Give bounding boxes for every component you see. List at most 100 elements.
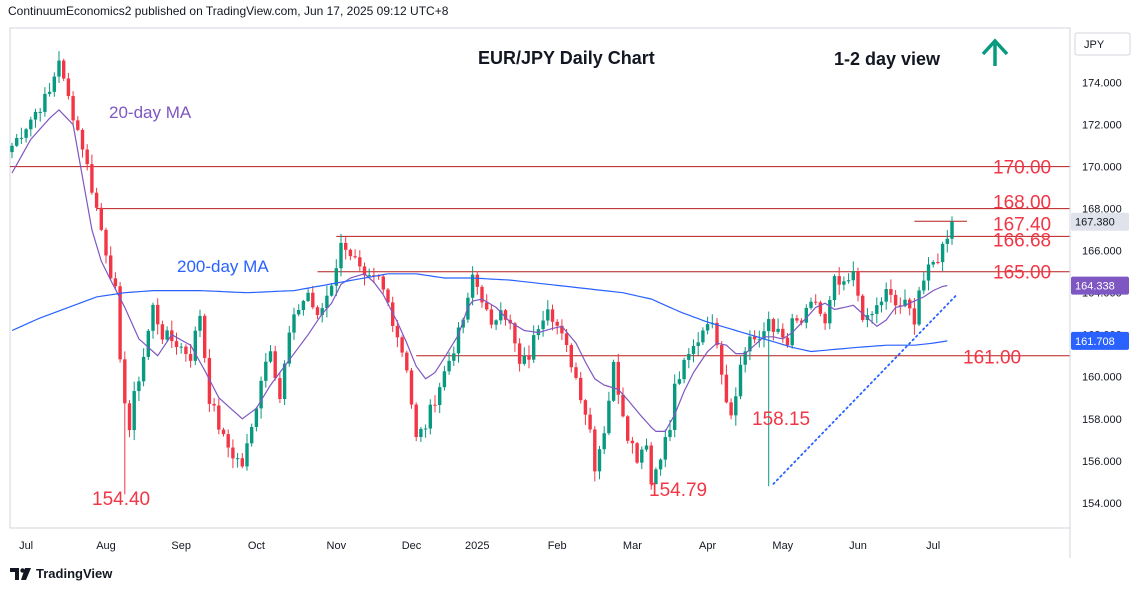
x-tick-label: Mar: [623, 540, 642, 552]
candle-body: [231, 447, 235, 459]
candle-body: [470, 274, 475, 298]
support-trendline: [772, 293, 958, 485]
candle-body: [57, 60, 61, 77]
candle-body: [762, 331, 766, 340]
x-tick-label: Jul: [926, 540, 940, 552]
candle-body: [99, 207, 103, 230]
price-badge-label: 161.708: [1075, 336, 1115, 348]
candle-body: [879, 301, 884, 306]
candle-body: [485, 302, 489, 310]
candle-body: [644, 445, 649, 450]
candle-body: [499, 310, 503, 321]
x-tick-label: Nov: [327, 540, 347, 552]
candle-body: [109, 255, 113, 279]
candle-body: [630, 440, 635, 444]
price-badge: [1071, 212, 1129, 231]
candle-body: [658, 459, 663, 470]
candle-body: [19, 137, 24, 139]
level-label: 161.00: [963, 348, 1021, 369]
candle-body: [677, 379, 682, 384]
candle-body: [179, 346, 183, 348]
candle-body: [640, 449, 644, 463]
candle-body: [602, 433, 606, 450]
candle-body: [456, 327, 461, 354]
candle-body: [823, 313, 827, 324]
candle-body: [334, 268, 338, 286]
footer[interactable]: TradingView: [10, 566, 112, 581]
candle-body: [320, 308, 324, 316]
candle-body: [137, 381, 141, 392]
candle-body: [188, 354, 193, 361]
candle-body: [306, 292, 310, 301]
candle-body: [184, 346, 188, 355]
horizontal-levels: [10, 166, 1070, 357]
candle-body: [522, 355, 526, 364]
candle-body: [546, 309, 550, 321]
candle-body: [438, 387, 442, 405]
candle-body: [541, 320, 545, 330]
candle-body: [795, 318, 799, 321]
candle-body: [691, 345, 696, 354]
candle-body: [898, 305, 902, 307]
candle-body: [922, 280, 926, 291]
candle-body: [832, 276, 837, 301]
candle-body: [861, 295, 865, 320]
candle-body: [66, 78, 71, 97]
candle-body: [94, 192, 99, 208]
candle-body: [292, 314, 296, 333]
candle-body: [207, 357, 212, 404]
x-tick-label: Sep: [171, 540, 191, 552]
candle-body: [903, 299, 907, 307]
candle-body: [240, 458, 244, 467]
candle-body: [461, 319, 465, 328]
candle-body: [517, 343, 522, 364]
candle-body: [174, 341, 179, 348]
tradingview-logo-icon: [10, 567, 31, 580]
candle-body: [419, 428, 423, 438]
candle-body: [748, 336, 752, 352]
candle-body: [362, 266, 367, 276]
footer-brand: TradingView: [36, 566, 113, 581]
candle-body: [475, 274, 479, 287]
candle-body: [282, 363, 287, 400]
candle-body: [564, 333, 569, 346]
candle-body: [52, 76, 56, 92]
axes: 154.000156.000158.000160.000162.000164.0…: [10, 28, 1131, 558]
ma20-label: 20-day MA: [109, 103, 192, 122]
currency-label: JPY: [1084, 39, 1105, 51]
y-tick-label: 158.000: [1082, 414, 1122, 426]
candle-body: [80, 129, 85, 150]
candle-body: [635, 443, 639, 463]
chart-title: EUR/JPY Daily Chart: [478, 48, 655, 68]
candle-body: [912, 308, 917, 325]
candle-body: [513, 323, 517, 344]
level-label: 168.00: [993, 193, 1051, 214]
candle-body: [626, 416, 630, 441]
price-badge-label: 164.338: [1075, 281, 1115, 293]
candle-body: [264, 361, 268, 381]
candle-body: [945, 238, 949, 244]
candle-body: [38, 111, 42, 113]
candle-body: [649, 445, 653, 485]
candle-body: [217, 405, 221, 430]
up-arrow-head: [981, 38, 1009, 56]
candle-body: [47, 91, 52, 94]
x-tick-label: Apr: [699, 540, 716, 552]
candle-body: [743, 351, 747, 365]
candle-body: [842, 281, 846, 285]
candle-body: [870, 313, 874, 316]
y-tick-label: 156.000: [1082, 456, 1122, 468]
candle-body: [156, 304, 160, 325]
up-arrow-icon: [981, 38, 1009, 66]
candle-body: [127, 403, 132, 431]
candle-body: [724, 374, 729, 403]
candle-body: [405, 352, 409, 371]
candle-body: [221, 429, 226, 435]
candle-body: [452, 353, 456, 361]
candle-body: [480, 286, 484, 303]
candle-body: [607, 400, 611, 434]
candle-body: [776, 328, 780, 332]
candle-body: [10, 145, 14, 153]
candle-body: [104, 229, 108, 256]
